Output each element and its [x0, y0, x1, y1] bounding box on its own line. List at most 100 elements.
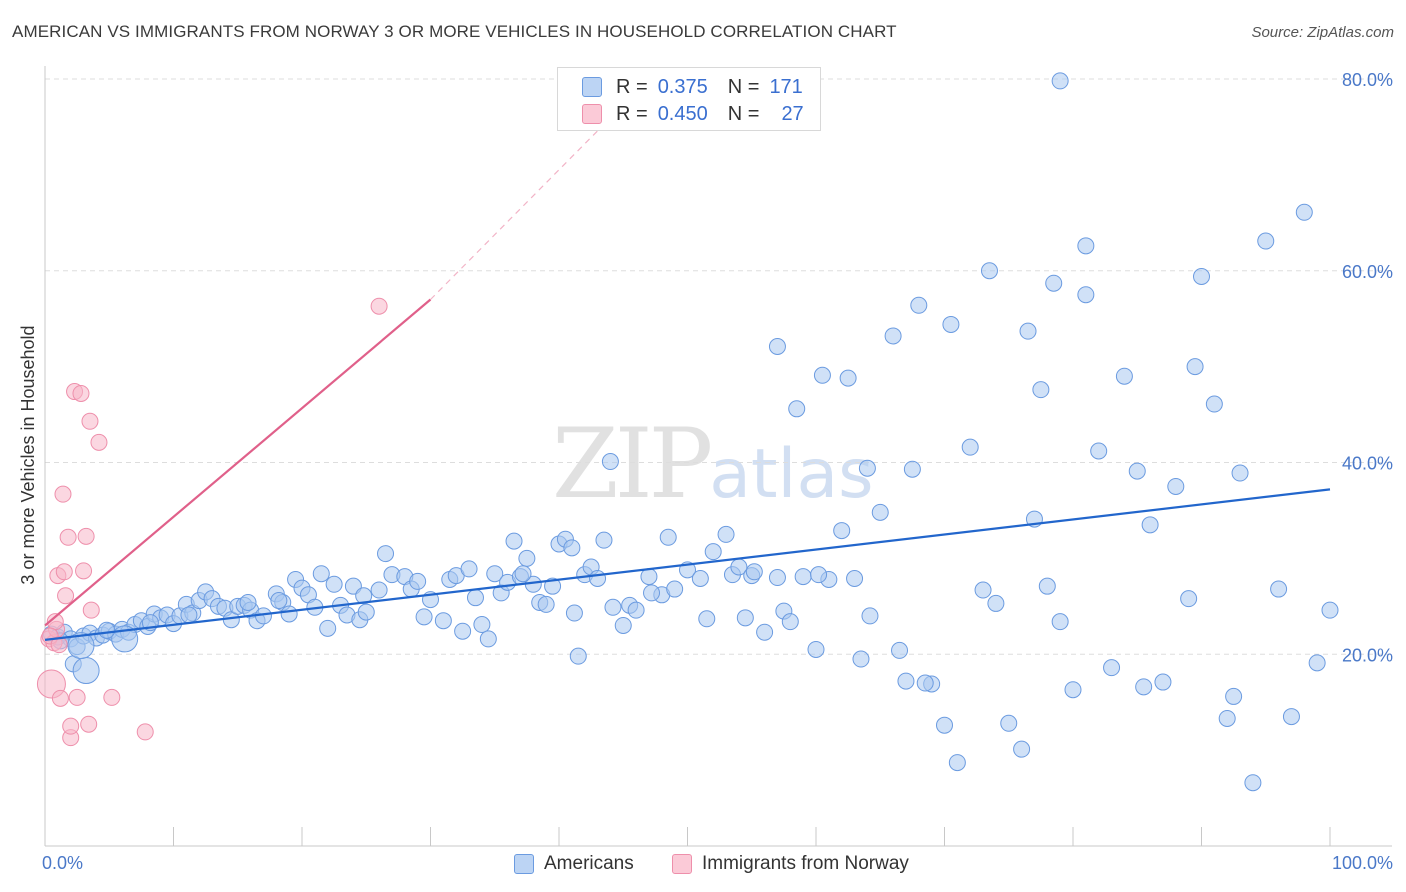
norway-legend-swatch [672, 854, 692, 874]
axes [44, 66, 1392, 847]
american-point [1103, 659, 1121, 677]
american-point [1115, 367, 1133, 385]
norway-point [75, 562, 93, 580]
american-point [813, 366, 831, 384]
american-point [377, 545, 395, 563]
american-point [1064, 681, 1082, 699]
norway-point [72, 384, 90, 402]
american-point [270, 592, 288, 610]
american-point [1000, 714, 1018, 732]
n-value: 27 [781, 102, 804, 125]
american-point [415, 608, 433, 626]
legend-row-norway: R = 0.450 N = 27 [582, 101, 804, 127]
american-point [505, 532, 523, 550]
n-label: N = [727, 102, 760, 125]
american-point [569, 647, 587, 665]
american-point [601, 453, 619, 471]
american-point [1257, 232, 1275, 250]
american-point [479, 630, 497, 648]
american-point [980, 262, 998, 280]
american-point [691, 570, 709, 588]
american-point [72, 657, 100, 685]
r-value: 0.450 [657, 102, 708, 125]
american-point [884, 327, 902, 345]
legend-row-americans: R = 0.375 N = 171 [582, 74, 803, 100]
american-point [355, 587, 373, 605]
american-point [666, 580, 684, 598]
american-point [1186, 358, 1204, 376]
american-point [627, 601, 645, 619]
norway-point [57, 587, 75, 605]
american-point [370, 581, 388, 599]
american-point [794, 568, 812, 586]
norway-point [82, 601, 100, 619]
american-point [563, 539, 581, 557]
american-point [357, 603, 375, 621]
american-point [643, 584, 661, 602]
american-point [614, 616, 632, 634]
norway-trend-line [44, 298, 432, 627]
norway-point [90, 433, 108, 451]
source-label: Source: ZipAtlas.com [1251, 24, 1394, 41]
norway-point [77, 527, 95, 545]
american-point [409, 572, 427, 590]
american-point [903, 460, 921, 478]
american-point [544, 577, 562, 595]
norway-point [103, 688, 121, 706]
y-tick-label: 60.0% [1342, 262, 1393, 282]
american-point [810, 566, 828, 584]
norway-point [80, 715, 98, 733]
american-point [111, 625, 139, 653]
norway-point [55, 563, 73, 581]
trend-lines [44, 78, 1331, 641]
american-point [589, 570, 607, 588]
norway-point [68, 688, 86, 706]
american-point [1225, 687, 1243, 705]
american-point [987, 594, 1005, 612]
american-point [1282, 708, 1300, 726]
american-point [1090, 442, 1108, 460]
americans-points [42, 72, 1339, 792]
n-value: 171 [769, 75, 803, 98]
norway-point [62, 717, 80, 735]
norway-points [36, 297, 388, 747]
american-point [910, 296, 928, 314]
american-point [942, 315, 960, 333]
american-point [736, 609, 754, 627]
american-point [1032, 381, 1050, 399]
american-point [871, 503, 889, 521]
x-tick-label: 0.0% [42, 853, 83, 873]
american-point [961, 438, 979, 456]
watermark-zip: ZIP [552, 408, 713, 520]
american-point [846, 570, 864, 588]
watermark-atlas: atlas [709, 435, 874, 514]
american-point [768, 569, 786, 587]
american-point [858, 459, 876, 477]
american-point [768, 337, 786, 355]
american-point [1167, 477, 1185, 495]
american-point [1308, 654, 1326, 672]
american-point [98, 621, 116, 639]
american-point [1013, 740, 1031, 758]
tick-labels: 20.0% 40.0% 60.0% 80.0% 0.0% 100.0% [42, 70, 1393, 873]
american-point [565, 604, 583, 622]
american-point [788, 400, 806, 418]
american-point [1321, 601, 1339, 619]
y-tick-label: 80.0% [1342, 70, 1393, 90]
american-point [839, 369, 857, 387]
legend-americans: Americans [514, 852, 634, 876]
american-point [861, 607, 879, 625]
american-point [239, 593, 257, 611]
american-point [595, 531, 613, 549]
american-point [325, 575, 343, 593]
american-point [1077, 237, 1095, 255]
american-point [604, 598, 622, 616]
american-point [807, 640, 825, 658]
american-point [897, 672, 915, 690]
american-point [640, 568, 658, 586]
norway-point [51, 689, 69, 707]
norway-point [50, 636, 68, 654]
american-point [1295, 203, 1313, 221]
american-point [1051, 72, 1069, 90]
